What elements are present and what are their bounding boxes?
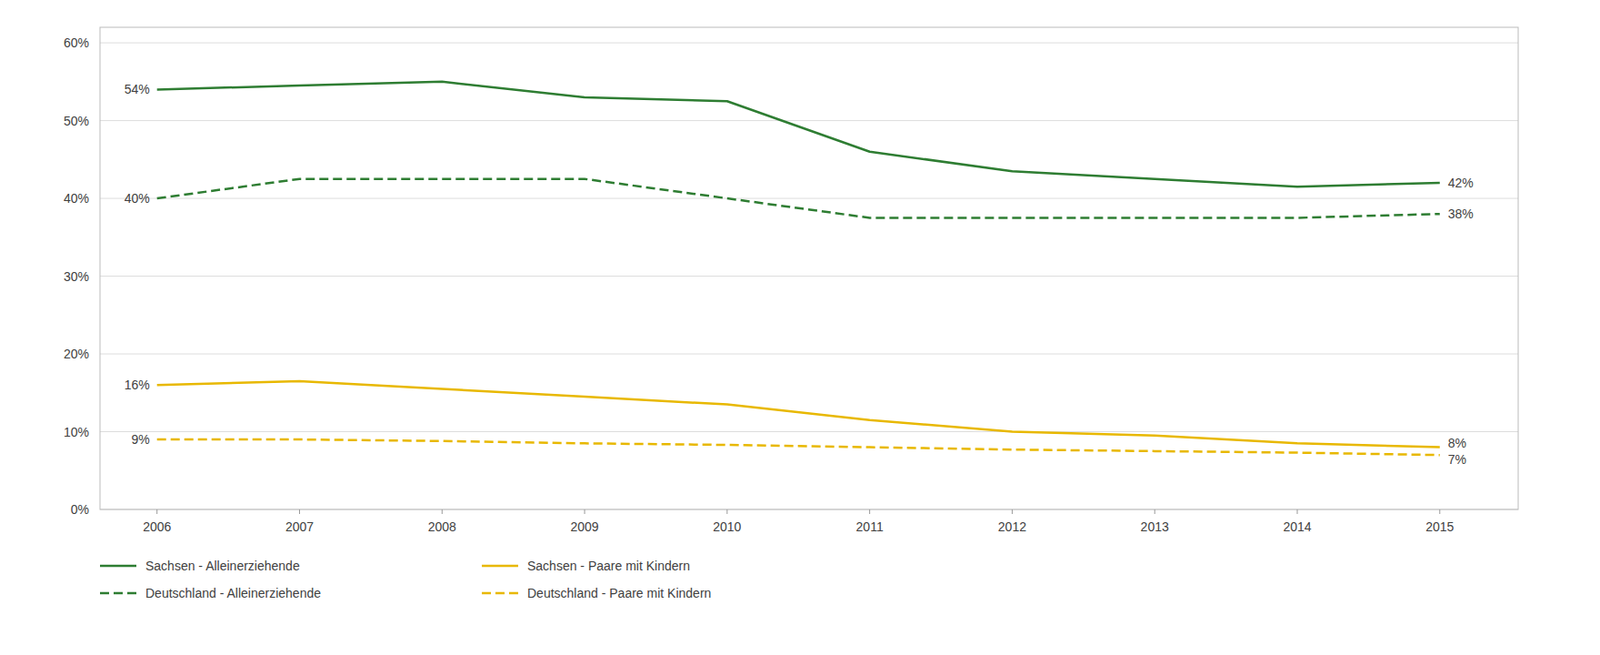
series-line: [157, 179, 1440, 219]
x-tick-label: 2014: [1282, 519, 1311, 534]
x-tick-label: 2007: [285, 519, 314, 534]
chart: 0% 10% 20% 30% 40% 50% 60% 2006 2007 2008 2009 2010…: [0, 0, 1600, 655]
legend: Sachsen - Alleinerziehende Deutschland - …: [100, 558, 711, 600]
x-tick: [1011, 509, 1013, 514]
x-tick-label: 2015: [1425, 519, 1454, 534]
x-tick-label: 2011: [856, 519, 884, 534]
y-tick-label: 60%: [63, 35, 90, 50]
series-line: [157, 439, 1440, 455]
series-line: [157, 380, 1440, 448]
grid: [100, 42, 1519, 510]
x-tick-label: 2006: [142, 519, 171, 534]
y-tick-label: 40%: [63, 190, 90, 206]
x-tick-label: 2012: [998, 519, 1027, 534]
x-tick: [1439, 509, 1440, 514]
x-tick-label: 2013: [1140, 519, 1170, 534]
x-tick: [299, 509, 300, 514]
grid-line: [100, 430, 1519, 432]
series-line: [157, 81, 1440, 187]
x-tick-label: 2009: [570, 519, 599, 534]
annotation: 38%: [1448, 206, 1474, 221]
x-tick: [1296, 509, 1298, 514]
annotation: 9%: [130, 431, 150, 447]
x-tick: [1154, 509, 1156, 514]
annotation: 42%: [1448, 175, 1474, 190]
x-tick: [156, 509, 158, 514]
y-tick-label: 0%: [70, 501, 90, 517]
y-tick-label: 30%: [63, 269, 90, 284]
grid-line: [100, 120, 1519, 121]
y-tick-label: 50%: [63, 113, 90, 129]
annotation: 8%: [1448, 435, 1467, 450]
x-tick-label: 2008: [428, 519, 457, 534]
annotation: 16%: [124, 377, 150, 392]
legend-swatch: [481, 564, 519, 568]
legend-swatch: [100, 591, 137, 595]
legend-label: Sachsen - Alleinerziehende: [145, 558, 300, 573]
annotation: 40%: [124, 190, 150, 206]
plot-frame: [100, 27, 1519, 510]
x-tick: [441, 509, 443, 514]
grid-line: [100, 42, 1519, 44]
grid-line: [100, 353, 1519, 355]
legend-label: Sachsen - Paare mit Kindern: [527, 558, 690, 573]
annotation: 7%: [1448, 451, 1467, 467]
legend-label: Deutschland - Alleinerziehende: [145, 585, 321, 600]
annotation: 54%: [124, 81, 150, 97]
x-tick: [584, 509, 586, 514]
grid-line: [100, 198, 1519, 200]
y-tick-label: 10%: [63, 424, 90, 440]
y-tick-label: 20%: [63, 346, 90, 361]
legend-swatch: [100, 564, 137, 568]
lines: [157, 81, 1440, 455]
x-tick: [726, 509, 728, 514]
legend-label: Deutschland - Paare mit Kindern: [527, 585, 711, 600]
legend-swatch: [481, 591, 519, 595]
x-tick: [869, 509, 870, 514]
grid-line: [100, 275, 1519, 277]
x-tick-label: 2010: [712, 519, 741, 534]
